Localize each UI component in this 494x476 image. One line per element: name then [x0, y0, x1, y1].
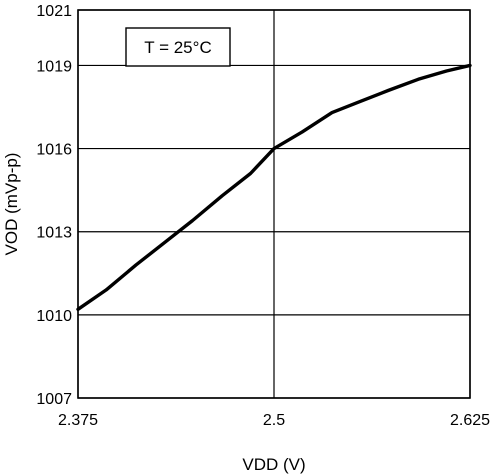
y-tick-label: 1021 — [36, 3, 72, 20]
y-tick-label: 1010 — [36, 308, 72, 325]
y-axis-label: VOD (mVp-p) — [2, 153, 21, 256]
temperature-annotation: T = 25°C — [125, 27, 231, 67]
y-tick-label: 1007 — [36, 391, 72, 408]
y-tick-label: 1019 — [36, 58, 72, 75]
x-tick-label: 2.5 — [263, 412, 285, 429]
x-tick-label: 2.625 — [450, 412, 490, 429]
y-tick-labels: 1021 1019 1016 1013 1010 1007 — [36, 3, 72, 408]
x-tick-label: 2.375 — [58, 412, 98, 429]
series-line — [76, 63, 472, 312]
y-tick-label: 1013 — [36, 225, 72, 242]
annotation-box — [125, 27, 231, 67]
x-tick-labels: 2.375 2.5 2.625 — [58, 412, 490, 429]
plot-frame — [77, 9, 471, 399]
annotation-text: T = 25°C — [144, 38, 211, 57]
x-axis-label: VDD (V) — [242, 455, 305, 474]
y-tick-label: 1016 — [36, 142, 72, 159]
